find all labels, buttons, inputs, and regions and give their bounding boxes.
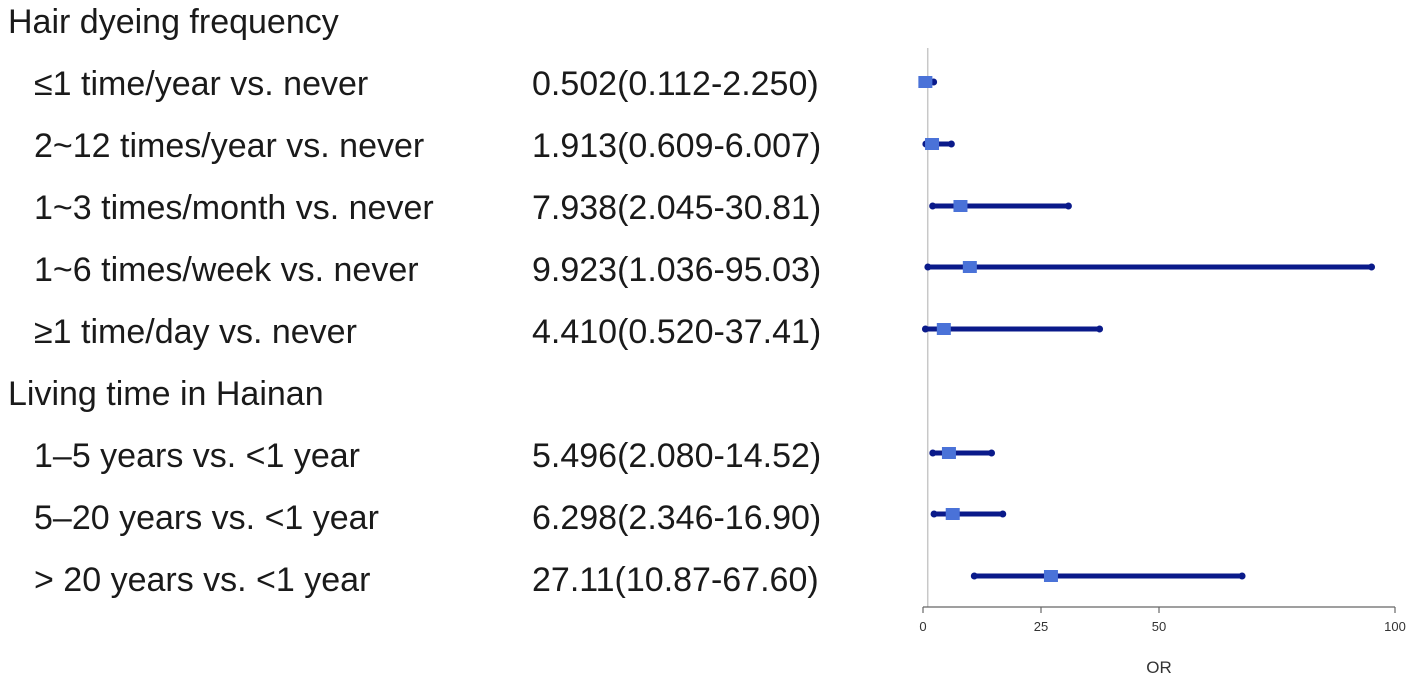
row-label: ≤1 time/year vs. never [34,65,369,103]
row-label: 1~3 times/month vs. never [34,189,434,227]
point-estimate [936,323,951,335]
ci-upper-cap [1064,202,1072,210]
row-value: 7.938(2.045-30.81) [532,189,822,227]
point-estimate [925,138,940,150]
ci-marks [918,76,1376,582]
row-value: 0.502(0.112-2.250) [532,65,819,103]
row-label: 2~12 times/year vs. never [34,127,425,165]
x-tick-label: 0 [919,619,926,634]
x-axis-title: OR [1146,658,1172,677]
x-tick-label: 100 [1384,619,1406,634]
row-label: > 20 years vs. <1 year [34,561,371,599]
point-estimate [918,76,933,88]
x-tick-label: 25 [1034,619,1048,634]
row-value: 4.410(0.520-37.41) [532,313,822,351]
row-value: 27.11(10.87-67.60) [532,561,819,599]
ci-upper-cap [1368,263,1376,271]
point-estimate [945,508,960,520]
ci-upper-cap [1096,325,1104,333]
row-label: 1~6 times/week vs. never [34,251,419,289]
x-axis: 0 25 50 100 [919,606,1406,634]
point-estimate [1043,570,1058,582]
ci-lower-cap [929,202,937,210]
ci-lower-cap [930,510,938,518]
ci-lower-cap [929,449,937,457]
point-estimate [953,200,968,212]
row-value: 9.923(1.036-95.03) [532,251,822,289]
ci-lower-cap [921,325,929,333]
point-estimate [962,261,977,273]
group-header-living-time: Living time in Hainan [8,375,324,413]
row-label: ≥1 time/day vs. never [34,313,357,351]
row-label: 1–5 years vs. <1 year [34,437,361,475]
ci-upper-cap [947,140,955,148]
row-label: 5–20 years vs. <1 year [34,499,379,537]
row-value: 5.496(2.080-14.52) [532,437,822,475]
row-value: 1.913(0.609-6.007) [532,127,822,165]
ci-upper-cap [1238,572,1246,580]
row-value: 6.298(2.346-16.90) [532,499,822,537]
ci-upper-cap [988,449,996,457]
ci-lower-cap [924,263,932,271]
point-estimate [941,447,956,459]
group-header-hair-dyeing: Hair dyeing frequency [8,3,339,41]
ci-upper-cap [999,510,1007,518]
x-tick-label: 50 [1152,619,1166,634]
ci-lower-cap [970,572,978,580]
